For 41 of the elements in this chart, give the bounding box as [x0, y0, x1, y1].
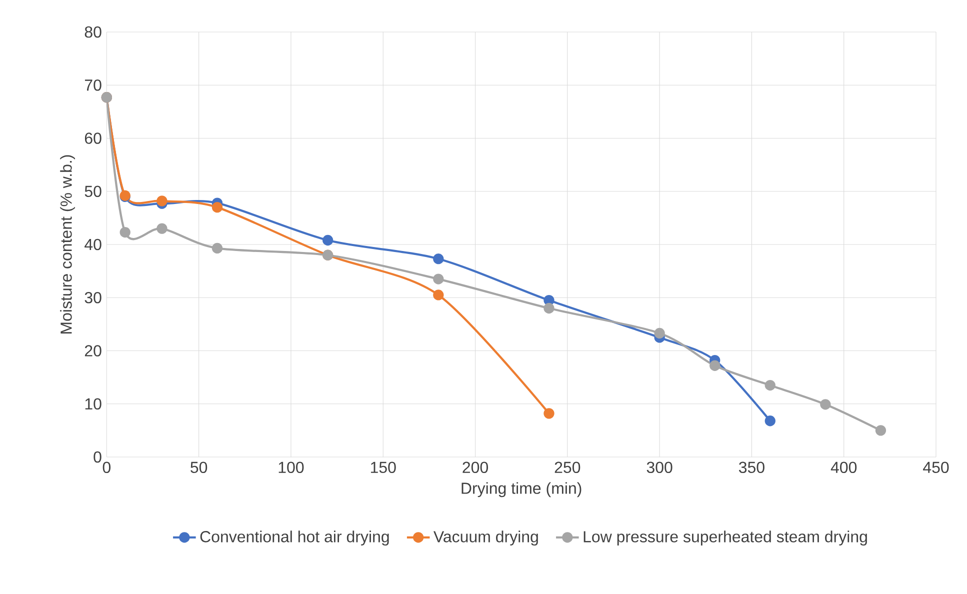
point	[544, 302, 554, 314]
point	[212, 202, 223, 213]
x-tick-label: 100	[278, 462, 304, 474]
point	[322, 234, 334, 246]
y-tick-label: 80	[84, 26, 102, 38]
y-tick-label: 10	[85, 398, 102, 410]
y-tick-label: 70	[84, 79, 102, 91]
y-tick-label: 50	[84, 186, 102, 198]
point	[156, 223, 168, 234]
legend-label: Low pressure superheated steam drying	[584, 530, 867, 546]
y-tick-label: 0	[94, 451, 102, 463]
x-tick-label: 0	[102, 462, 111, 474]
x-tick-label: 200	[462, 462, 488, 474]
point	[544, 408, 554, 419]
point	[156, 196, 168, 206]
y-axis-title: Moisture content (% w.b.)	[60, 155, 75, 334]
legend-label: Vacuum drying	[434, 530, 538, 546]
point	[212, 242, 223, 254]
point	[875, 425, 886, 436]
point	[433, 254, 444, 264]
x-tick-label: 150	[370, 462, 396, 474]
point	[764, 380, 776, 391]
x-tick-label: 50	[190, 462, 208, 474]
y-tick-label: 60	[84, 132, 102, 144]
y-tick-label: 40	[84, 238, 102, 250]
y-tick-label: 20	[84, 345, 102, 356]
point	[120, 226, 130, 238]
x-tick-label: 350	[738, 462, 764, 474]
x-tick-label: 250	[554, 462, 580, 474]
point	[820, 399, 831, 410]
y-tick-label: 30	[84, 292, 102, 304]
legend-label: Conventional hot air drying	[200, 530, 389, 546]
x-tick-label: 300	[646, 462, 672, 474]
x-axis-title: Drying time (min)	[462, 482, 582, 498]
x-tick-label: 400	[830, 462, 857, 474]
point	[433, 274, 444, 284]
point	[710, 360, 720, 371]
x-tick-label: 450	[923, 462, 949, 474]
point	[654, 328, 665, 339]
point	[433, 290, 444, 300]
point	[764, 416, 776, 426]
